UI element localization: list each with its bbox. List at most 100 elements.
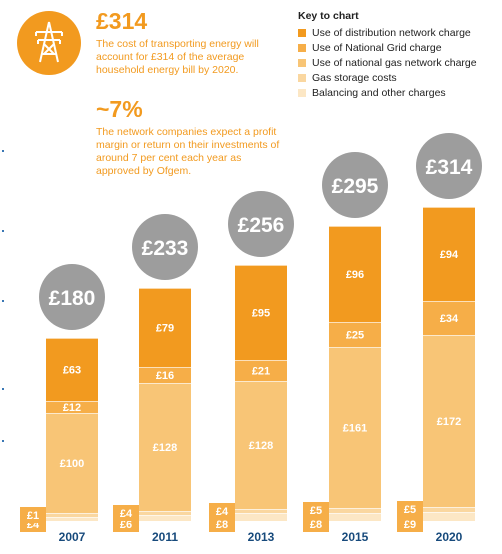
bar-segment bbox=[139, 367, 191, 383]
bar-segment bbox=[139, 515, 191, 521]
bar-segment bbox=[46, 338, 98, 401]
total-bubble bbox=[228, 191, 294, 257]
bar-segment bbox=[46, 413, 98, 513]
label-tag bbox=[113, 505, 139, 521]
edge-mark bbox=[2, 230, 4, 232]
segment-label: £9 bbox=[404, 519, 416, 531]
bar-segment bbox=[46, 513, 98, 517]
legend-swatch bbox=[298, 73, 306, 82]
bar-segment bbox=[139, 383, 191, 511]
year-label: 2020 bbox=[436, 530, 463, 544]
bar-segment bbox=[235, 360, 287, 381]
bar-segment bbox=[423, 335, 475, 507]
bar-segment bbox=[423, 507, 475, 512]
total-label: £295 bbox=[332, 175, 379, 198]
segment-label: £5 bbox=[310, 505, 322, 517]
legend-swatch bbox=[298, 43, 306, 52]
bar-segment bbox=[329, 347, 381, 508]
legend-item-gas-storage: Gas storage costs bbox=[298, 70, 477, 85]
year-label: 2011 bbox=[152, 530, 178, 544]
total-bubble bbox=[322, 152, 388, 218]
segment-label: £8 bbox=[310, 519, 322, 531]
segment-label: £172 bbox=[437, 416, 461, 428]
bar-segment bbox=[235, 513, 287, 521]
segment-label: £1 bbox=[27, 510, 39, 522]
bar-segment bbox=[329, 508, 381, 513]
segment-label: £4 bbox=[120, 508, 133, 520]
legend-label: Balancing and other charges bbox=[312, 86, 446, 99]
segment-label: £34 bbox=[440, 313, 459, 325]
segment-label: £128 bbox=[153, 442, 177, 454]
edge-mark bbox=[2, 150, 4, 152]
legend-label: Use of national gas network charge bbox=[312, 56, 477, 69]
bar-segment bbox=[235, 265, 287, 360]
stat-value-2: ~7% bbox=[96, 96, 143, 122]
legend-item-balancing: Balancing and other charges bbox=[298, 85, 477, 100]
legend-label: Use of National Grid charge bbox=[312, 41, 442, 54]
bar-segment bbox=[235, 509, 287, 513]
label-tag bbox=[303, 516, 329, 532]
legend-label: Gas storage costs bbox=[312, 71, 397, 84]
segment-label: £6 bbox=[120, 519, 132, 531]
label-tag bbox=[20, 507, 46, 523]
stat-text-1: The cost of transporting energy will acc… bbox=[96, 38, 259, 76]
year-label: 2015 bbox=[342, 530, 369, 544]
segment-label: £5 bbox=[404, 504, 416, 516]
segment-label: £94 bbox=[440, 249, 459, 261]
legend-item-grid: Use of National Grid charge bbox=[298, 40, 477, 55]
legend-swatch bbox=[298, 58, 306, 67]
bar-segment bbox=[423, 512, 475, 521]
total-label: £314 bbox=[426, 156, 473, 179]
segment-label: £16 bbox=[156, 370, 174, 382]
bar-segment bbox=[139, 288, 191, 367]
segment-label: £63 bbox=[63, 365, 81, 377]
legend-swatch bbox=[298, 28, 306, 37]
bar-segment bbox=[139, 511, 191, 515]
year-label: 2013 bbox=[248, 530, 275, 544]
bar-segment bbox=[329, 226, 381, 322]
legend-item-gas-network: Use of national gas network charge bbox=[298, 55, 477, 70]
bar-segment bbox=[235, 381, 287, 509]
legend-title: Key to chart bbox=[298, 10, 359, 22]
bar-segment bbox=[329, 322, 381, 347]
label-tag bbox=[397, 501, 423, 517]
segment-label: £12 bbox=[63, 402, 81, 414]
segment-label: £21 bbox=[252, 366, 270, 378]
label-tag bbox=[209, 503, 235, 519]
label-tag bbox=[397, 516, 423, 532]
segment-label: £25 bbox=[346, 330, 364, 342]
segment-label: £4 bbox=[216, 506, 229, 518]
label-tag bbox=[209, 516, 235, 532]
segment-label: £128 bbox=[249, 440, 273, 452]
legend-label: Use of distribution network charge bbox=[312, 26, 471, 39]
segment-label: £95 bbox=[252, 308, 270, 320]
total-bubble bbox=[132, 214, 198, 280]
segment-label: £161 bbox=[343, 423, 367, 435]
total-bubble bbox=[416, 133, 482, 199]
stat-text-2: The network companies expect a profit ma… bbox=[96, 126, 280, 177]
bar-segment bbox=[423, 301, 475, 335]
total-label: £256 bbox=[238, 214, 285, 237]
year-label: 2007 bbox=[59, 530, 86, 544]
edge-mark bbox=[2, 388, 4, 390]
edge-mark bbox=[2, 440, 4, 442]
bar-segment bbox=[423, 207, 475, 301]
total-label: £180 bbox=[49, 287, 96, 310]
edge-mark bbox=[2, 300, 4, 302]
legend-item-distribution: Use of distribution network charge bbox=[298, 25, 477, 40]
chart-legend: Key to chart Use of distribution network… bbox=[298, 10, 477, 100]
bar-segment bbox=[46, 401, 98, 413]
segment-label: £100 bbox=[60, 458, 84, 470]
total-bubble bbox=[39, 264, 105, 330]
stat-value-1: £314 bbox=[96, 8, 148, 34]
legend-swatch bbox=[298, 88, 306, 97]
total-label: £233 bbox=[142, 237, 189, 260]
segment-label: £96 bbox=[346, 269, 364, 281]
label-tag bbox=[303, 502, 329, 518]
bar-segment bbox=[46, 517, 98, 521]
bar-segment bbox=[329, 513, 381, 521]
segment-label: £79 bbox=[156, 323, 174, 335]
pylon-icon bbox=[17, 11, 81, 75]
segment-label: £8 bbox=[216, 519, 228, 531]
